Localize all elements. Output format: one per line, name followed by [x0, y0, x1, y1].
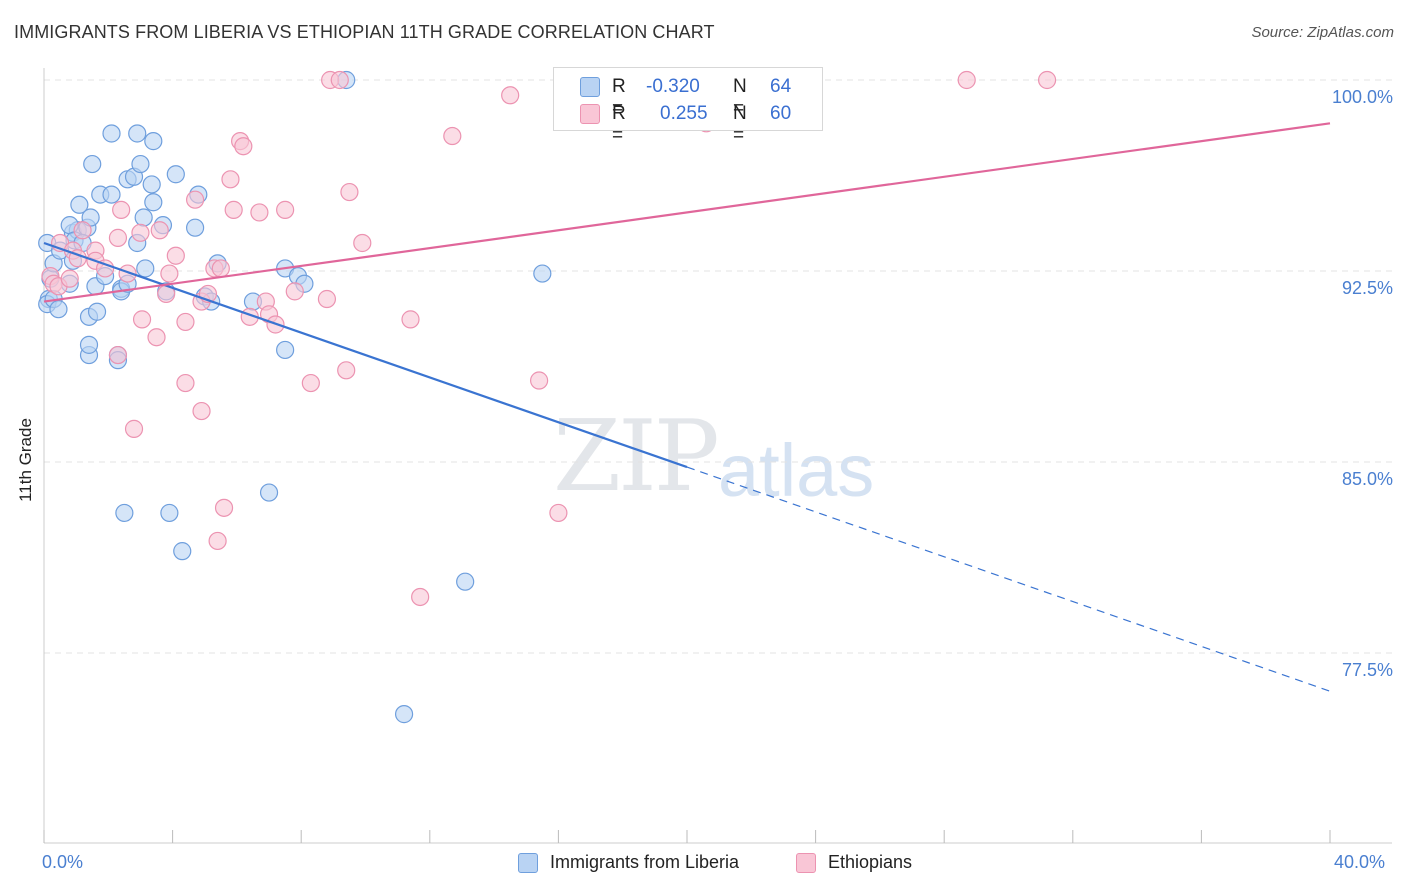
y-axis-label-wrap: 11th Grade [6, 380, 46, 540]
liberia-point [259, 483, 279, 502]
legend-n-label: N = [733, 103, 747, 146]
ethiopian-point [957, 70, 976, 90]
legend-r-value: 0.255 [660, 103, 708, 124]
ethiopian-point [60, 269, 79, 288]
legend-swatch-blue [580, 77, 600, 97]
liberia-point [136, 259, 155, 278]
ethiopian-point [337, 361, 356, 380]
ethiopian-point [131, 223, 150, 242]
liberia-point [115, 503, 134, 523]
bottom-legend-swatch-blue [518, 853, 538, 873]
legend-r-label: R = [612, 76, 626, 119]
liberia-point [128, 124, 147, 143]
legend-n-value: 64 [770, 76, 792, 97]
y-tick-label: 85.0% [1341, 469, 1393, 489]
liberia-point [49, 300, 68, 319]
x-tick-label-max: 40.0% [1334, 852, 1386, 872]
ethiopian-point [285, 282, 304, 301]
ethiopian-point [411, 587, 430, 607]
legend-n-value: 60 [770, 103, 792, 124]
ethiopian-point [176, 312, 195, 332]
ethiopian-point [108, 345, 128, 365]
liberia-point [173, 542, 192, 561]
ethiopian-point [186, 190, 205, 209]
liberia-point [102, 185, 121, 204]
legend-r-label: R = [612, 103, 626, 146]
ethiopian-point [340, 182, 359, 202]
bottom-legend-label: Ethiopians [828, 852, 913, 872]
liberia-point [102, 124, 121, 143]
watermark-atlas: atlas [718, 429, 875, 512]
chart-title: IMMIGRANTS FROM LIBERIA VS ETHIOPIAN 11T… [14, 22, 715, 42]
ethiopian-point [401, 310, 420, 329]
ethiopian-point [160, 264, 179, 283]
liberia-point [166, 165, 185, 184]
liberia-point [79, 335, 99, 354]
ethiopian-point [176, 373, 195, 393]
liberia-point [394, 705, 414, 724]
source-label: Source: ZipAtlas.com [1251, 24, 1394, 41]
ethiopian-point [234, 137, 253, 156]
ethiopian-point [549, 503, 568, 523]
liberia-point [186, 218, 205, 237]
ethiopian-point [250, 203, 269, 222]
ethiopian-point [353, 233, 372, 253]
ethiopian-point [276, 200, 295, 219]
x-tick-label-min: 0.0% [42, 852, 84, 872]
liberia-point [160, 503, 179, 523]
liberia-point [533, 264, 552, 283]
y-axis-label: 11th Grade [16, 418, 35, 502]
stats-legend: R = -0.320 N = 64 R = 0.255 N = 60 [553, 67, 823, 146]
ethiopian-point [118, 264, 137, 283]
liberia-point [70, 195, 89, 214]
ethiopian-point [108, 228, 128, 247]
y-tick-label: 92.5% [1341, 278, 1393, 298]
legend-swatch-pink [580, 104, 600, 124]
legend-r-value: -0.320 [646, 76, 700, 97]
ethiopian-point [211, 259, 230, 278]
liberia-point [276, 340, 295, 360]
ethiopian-trend-line [43, 122, 1331, 303]
liberia-point [456, 572, 475, 591]
liberia-point [142, 175, 161, 194]
ethiopian-point [112, 200, 131, 219]
liberia-trend-line [43, 241, 688, 469]
liberia-point [144, 193, 163, 212]
ethiopian-point [330, 70, 349, 90]
ethiopian-point [1037, 70, 1057, 90]
ethiopian-point [208, 531, 227, 551]
ethiopian-point [124, 419, 144, 438]
liberia-point [131, 154, 150, 174]
ethiopian-point [73, 221, 92, 240]
ethiopian-point [530, 371, 549, 390]
ethiopian-point [301, 373, 320, 393]
ethiopian-point [95, 259, 115, 278]
legend-n-label: N = [733, 76, 747, 119]
liberia-point [83, 154, 102, 174]
ethiopian-point [147, 328, 166, 347]
ethiopian-point [214, 498, 234, 517]
liberia-point [134, 208, 153, 227]
watermark-zip: ZIP [553, 400, 720, 514]
ethiopian-point [317, 289, 337, 309]
liberia-trend-extension [686, 466, 1331, 692]
y-tick-label: 100.0% [1331, 87, 1393, 107]
ethiopian-point [192, 401, 211, 421]
liberia-point [144, 132, 163, 151]
bottom-legend-label: Immigrants from Liberia [550, 852, 740, 872]
y-tick-label: 77.5% [1341, 660, 1393, 680]
bottom-legend-swatch-pink [796, 853, 816, 873]
ethiopian-point [166, 246, 185, 265]
ethiopian-point [443, 126, 462, 146]
liberia-point [87, 302, 107, 321]
ethiopian-point [501, 86, 520, 105]
ethiopian-point [224, 200, 243, 219]
ethiopian-point [150, 221, 169, 240]
ethiopian-point [221, 170, 240, 189]
ethiopian-point [132, 310, 152, 329]
